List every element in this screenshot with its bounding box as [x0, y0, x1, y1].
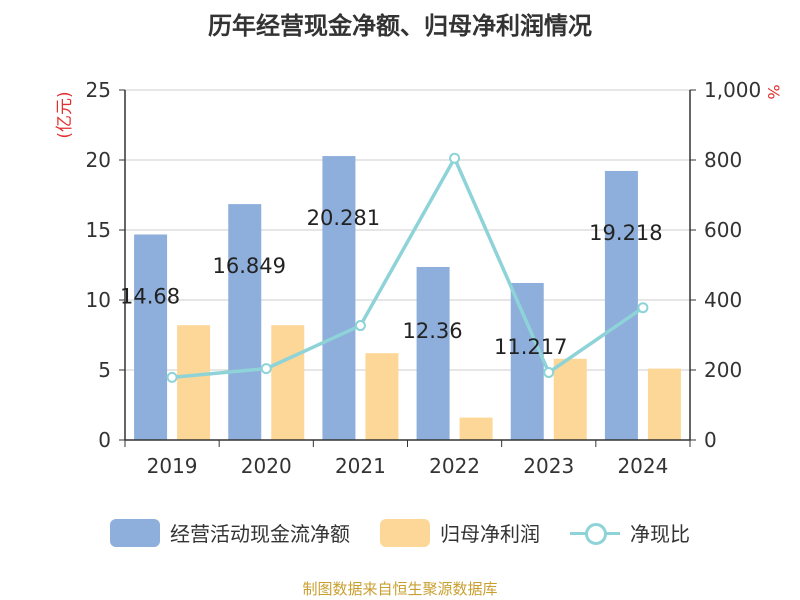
- legend-item-cash-ratio[interactable]: 净现比: [570, 518, 690, 547]
- left-tick-label: 0: [98, 428, 111, 452]
- right-tick-label: 1,000: [704, 78, 761, 102]
- right-tick-label: 0: [704, 428, 717, 452]
- bar-net-profit-2019: [177, 325, 211, 440]
- x-tick-label: 2021: [335, 454, 386, 478]
- ratio-line: [166, 152, 649, 383]
- data-label-2021: 20.281: [307, 206, 380, 230]
- x-tick-label: 2020: [241, 454, 292, 478]
- bar-operating-cash-flow-2019: [134, 234, 168, 440]
- bar-operating-cash-flow-2024: [604, 170, 638, 440]
- left-tick-label: 5: [98, 358, 111, 382]
- right-tick-label: 400: [704, 288, 742, 312]
- right-tick-label: 200: [704, 358, 742, 382]
- legend-swatch-blue: [110, 518, 160, 547]
- bar-operating-cash-flow-2020: [228, 204, 262, 440]
- left-tick-label: 25: [86, 78, 111, 102]
- axes: 0 5 10 15 20 25 0 200 400 600 800 1,000 2019 2020 2021…: [55, 78, 783, 478]
- legend-label: 净现比: [630, 522, 690, 546]
- x-tick-label: 2022: [429, 454, 480, 478]
- right-tick-label: 800: [704, 148, 742, 172]
- legend-item-net-profit[interactable]: 归母净利润: [380, 518, 540, 547]
- cash-ratio-point-2023: [543, 366, 555, 378]
- legend: 经营活动现金流净额 归母净利润 净现比: [0, 518, 800, 547]
- bar-operating-cash-flow-2021: [322, 156, 356, 441]
- bar-net-profit-2021: [365, 353, 399, 440]
- source-note: 制图数据来自恒生聚源数据库: [302, 580, 498, 598]
- bar-net-profit-2020: [271, 325, 305, 440]
- cash-ratio-point-2020: [260, 363, 272, 375]
- cash-ratio-point-2021: [354, 320, 366, 332]
- data-label-2022: 12.36: [403, 319, 463, 343]
- x-tick-label: 2024: [617, 454, 668, 478]
- bar-net-profit-2022: [459, 417, 493, 440]
- legend-label: 归母净利润: [440, 522, 540, 546]
- left-tick-label: 15: [86, 218, 111, 242]
- legend-line-icon: [570, 519, 620, 547]
- bars: [134, 156, 681, 441]
- legend-label: 经营活动现金流净额: [170, 522, 350, 546]
- cash-ratio-point-2024: [637, 302, 649, 314]
- data-label-2023: 11.217: [494, 335, 567, 359]
- x-tick-label: 2023: [523, 454, 574, 478]
- cash-ratio-point-2019: [166, 371, 178, 383]
- bar-operating-cash-flow-2023: [510, 282, 544, 440]
- grid-lines: [125, 89, 690, 371]
- cash-ratio-point-2022: [449, 152, 461, 164]
- bar-operating-cash-flow-2022: [416, 266, 450, 440]
- left-tick-label: 10: [86, 288, 111, 312]
- x-tick-label: 2019: [147, 454, 198, 478]
- legend-item-operating-cash-flow[interactable]: 经营活动现金流净额: [110, 518, 350, 547]
- data-label-2019: 14.68: [120, 284, 180, 308]
- cash-ratio-line: [171, 154, 644, 380]
- left-axis-title: (亿元): [55, 91, 75, 138]
- data-labels: 14.68 16.849 20.281 12.36 11.217 19.218: [120, 206, 663, 359]
- data-label-2024: 19.218: [589, 221, 662, 245]
- bar-net-profit-2023: [553, 358, 587, 440]
- chart-title: 历年经营现金净额、归母净利润情况: [208, 12, 592, 40]
- data-label-2020: 16.849: [213, 254, 286, 278]
- bar-net-profit-2024: [647, 368, 681, 440]
- left-tick-label: 20: [86, 148, 111, 172]
- right-axis-title: %: [764, 84, 783, 99]
- legend-swatch-orange: [380, 518, 430, 547]
- right-tick-label: 600: [704, 218, 742, 242]
